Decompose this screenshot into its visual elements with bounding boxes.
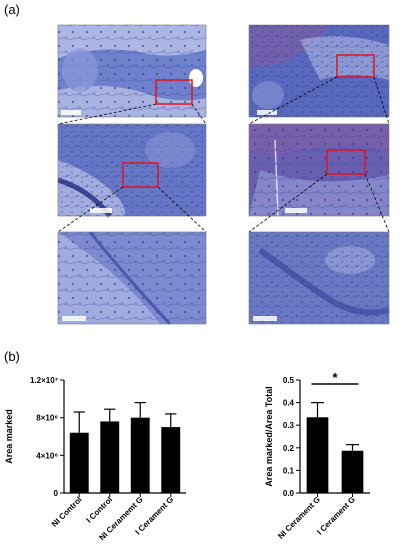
zoom-connectors xyxy=(57,76,390,125)
x-tick-label: NI Cerament G xyxy=(276,495,322,541)
y-axis-label: Area marked/Area Total xyxy=(264,386,274,486)
micrograph-row1-right xyxy=(248,24,390,118)
region-box xyxy=(155,79,193,105)
bar xyxy=(69,432,89,493)
y-axis-label: Area marked xyxy=(4,409,14,464)
chart-area-marked: 0 4×10⁶ 8×10⁶ 1.2×10⁷ Area marked NI Control I… xyxy=(4,376,186,542)
y-tick-label: 0.3 xyxy=(283,421,295,430)
bar xyxy=(306,417,329,493)
significance-star: * xyxy=(332,370,338,385)
y-tick-label: 8×10⁶ xyxy=(36,414,58,423)
micrograph-row1-left xyxy=(57,24,207,118)
bar xyxy=(161,427,181,493)
y-tick-label: 0.0 xyxy=(283,489,295,498)
y-tick-label: 0.5 xyxy=(283,376,295,385)
y-tick-label: 1.2×10⁷ xyxy=(30,376,58,385)
panel-label-a: (a) xyxy=(4,2,20,17)
x-tick-label: NI Control xyxy=(50,495,84,529)
bar xyxy=(341,450,364,493)
region-box xyxy=(336,54,375,78)
chart-area-ratio: 0.0 0.1 0.2 0.3 0.4 0.5 Area marked/Area Total… xyxy=(264,370,370,541)
micrograph-row3-left xyxy=(57,231,207,326)
y-tick-label: 0 xyxy=(54,489,59,498)
y-tick-label: 4×10⁶ xyxy=(36,451,58,460)
micrograph-row2-left xyxy=(57,123,207,218)
zoom-connectors xyxy=(57,173,390,233)
micrograph-row3-right xyxy=(248,231,390,325)
bar xyxy=(100,421,120,493)
micrograph-panels xyxy=(57,24,390,326)
y-tick-label: 0.2 xyxy=(283,444,295,453)
y-tick-label: 0.1 xyxy=(283,466,295,475)
y-tick-label: 0.4 xyxy=(283,399,295,408)
region-box xyxy=(122,162,159,188)
x-tick-label: I Control xyxy=(85,495,115,525)
region-box xyxy=(326,149,366,175)
panel-label-b: (b) xyxy=(4,349,20,364)
bar xyxy=(130,417,150,493)
micrograph-row2-right xyxy=(248,123,390,217)
